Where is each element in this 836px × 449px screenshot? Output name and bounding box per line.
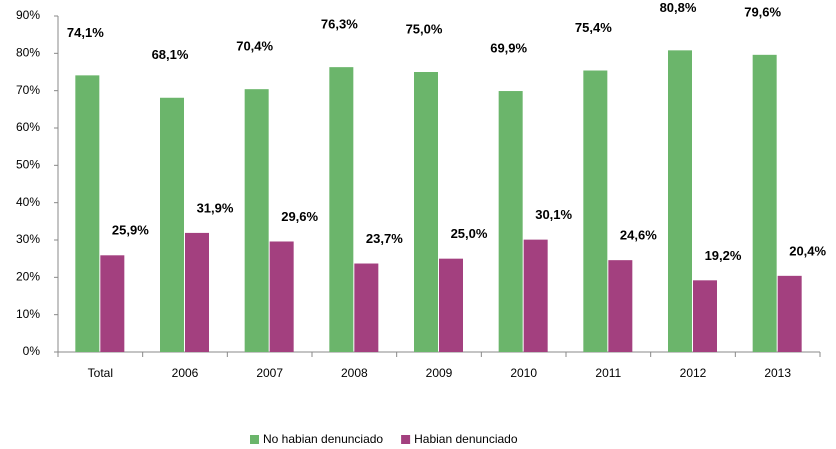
value-label: 79,6% <box>744 4 781 19</box>
bar <box>160 97 184 352</box>
y-tick-label: 80% <box>16 46 40 60</box>
bar <box>329 67 354 352</box>
value-label: 25,9% <box>112 223 149 238</box>
value-label: 23,7% <box>366 231 403 246</box>
bar <box>244 89 269 352</box>
y-tick-label: 70% <box>16 83 40 97</box>
y-tick-label: 90% <box>16 8 40 22</box>
x-tick-label: 2013 <box>764 366 791 380</box>
legend-swatch <box>250 435 259 444</box>
legend-label: No habian denunciado <box>263 432 383 446</box>
x-tick-label: 2012 <box>680 366 707 380</box>
bar <box>498 91 523 352</box>
y-tick-label: 0% <box>23 344 41 358</box>
y-tick-label: 10% <box>16 307 40 321</box>
value-label: 29,6% <box>281 209 318 224</box>
bar <box>185 232 209 352</box>
x-tick-label: 2010 <box>510 366 537 380</box>
bar <box>693 280 717 352</box>
value-label: 68,1% <box>152 47 189 62</box>
value-label: 76,3% <box>321 17 358 32</box>
bar <box>777 275 802 352</box>
legend-label: Habian denunciado <box>414 432 518 446</box>
x-tick-label: 2006 <box>172 366 199 380</box>
bar <box>523 239 548 352</box>
y-tick-label: 30% <box>16 232 40 246</box>
bar <box>75 75 100 353</box>
bar <box>583 70 608 353</box>
x-tick-label: Total <box>88 366 113 380</box>
x-tick-label: 2008 <box>341 366 368 380</box>
value-label: 31,9% <box>197 200 234 215</box>
bar <box>668 50 692 352</box>
value-label: 69,9% <box>490 40 527 55</box>
value-label: 75,4% <box>575 20 612 35</box>
bar <box>414 72 438 352</box>
x-tick-label: 2007 <box>256 366 283 380</box>
value-label: 74,1% <box>67 25 104 40</box>
y-tick-label: 20% <box>16 270 40 284</box>
bar <box>269 241 294 352</box>
legend-swatch <box>401 435 411 444</box>
y-tick-label: 40% <box>16 195 40 209</box>
value-label: 80,8% <box>660 0 697 15</box>
value-label: 24,6% <box>620 228 657 243</box>
bar <box>354 263 379 352</box>
x-tick-label: 2011 <box>595 366 621 380</box>
value-label: 30,1% <box>535 207 572 222</box>
bar <box>608 260 633 352</box>
value-label: 19,2% <box>705 248 742 263</box>
y-tick-label: 60% <box>16 120 40 134</box>
bar <box>100 255 125 352</box>
value-label: 20,4% <box>789 243 826 258</box>
value-label: 25,0% <box>451 226 488 241</box>
bar <box>439 258 463 352</box>
value-label: 75,0% <box>406 21 443 36</box>
value-label: 70,4% <box>236 39 273 54</box>
x-tick-label: 2009 <box>426 366 453 380</box>
y-tick-label: 50% <box>16 158 40 172</box>
bar <box>752 54 777 353</box>
